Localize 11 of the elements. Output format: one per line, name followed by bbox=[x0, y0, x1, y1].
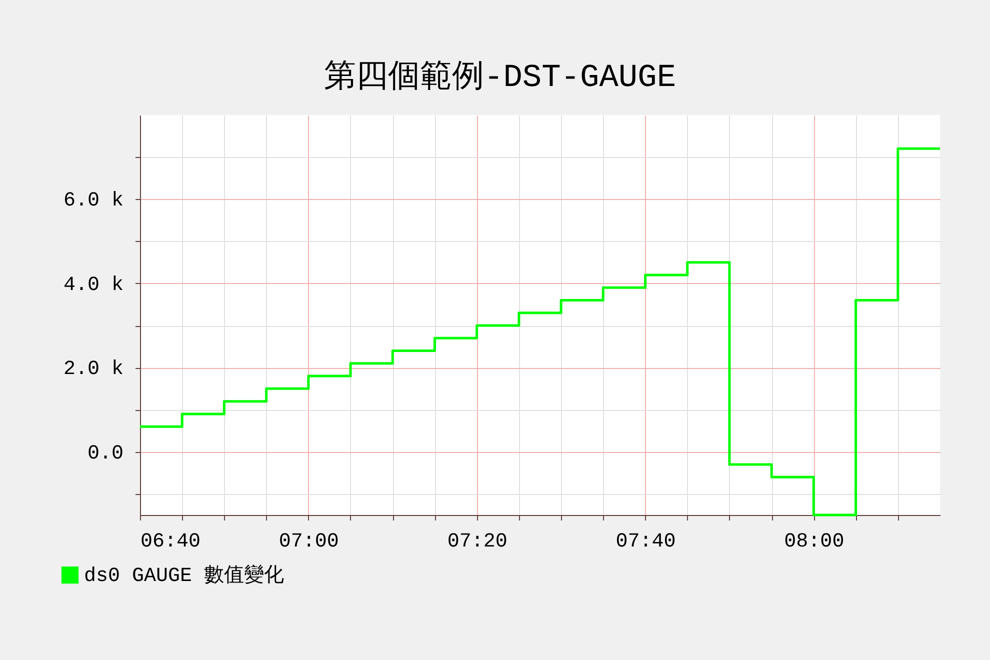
x-tick-label: 07:20 bbox=[447, 530, 508, 554]
chart-title: 第四個範例-DST-GAUGE bbox=[324, 59, 676, 96]
y-tick-label: 0.0 bbox=[87, 442, 124, 466]
x-tick-label: 07:40 bbox=[616, 530, 676, 554]
x-tick-label: 07:00 bbox=[278, 530, 339, 554]
y-tick-label: 2.0 k bbox=[63, 358, 124, 382]
y-tick-label: 6.0 k bbox=[63, 190, 124, 213]
y-tick-label: 4.0 k bbox=[63, 274, 124, 297]
x-tick-label: 08:00 bbox=[784, 530, 844, 554]
legend-label: ds0 GAUGE 數值變化 bbox=[84, 564, 284, 588]
x-tick-label: 06:40 bbox=[140, 530, 201, 554]
